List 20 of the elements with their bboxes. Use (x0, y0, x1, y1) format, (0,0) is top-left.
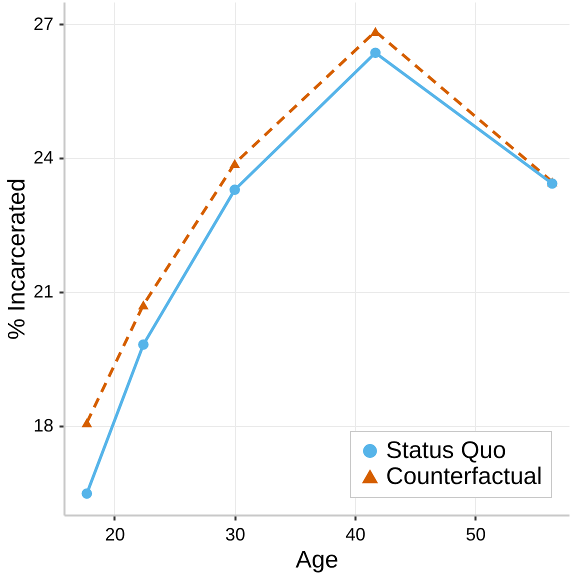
x-axis-title: Age (296, 546, 338, 574)
point (229, 158, 240, 168)
point (138, 300, 149, 310)
point (546, 178, 558, 189)
x-tick-label: 20 (104, 524, 126, 544)
point (229, 184, 240, 196)
y-tick-label: 27 (33, 14, 54, 34)
point (138, 339, 149, 350)
y-tick-label: 18 (33, 415, 54, 436)
point (82, 418, 92, 428)
legend-label: Counterfactual (386, 463, 542, 490)
y-tick-label: 24 (33, 148, 54, 168)
legend-label: Status Quo (386, 437, 506, 464)
x-tick-label: 50 (466, 524, 486, 544)
x-tick-label: 30 (225, 524, 246, 544)
y-axis-title: % Incarcerated (3, 178, 30, 340)
point (370, 48, 381, 58)
point (82, 488, 92, 499)
y-tick-label: 21 (33, 281, 54, 302)
x-tick-label: 40 (345, 524, 366, 544)
